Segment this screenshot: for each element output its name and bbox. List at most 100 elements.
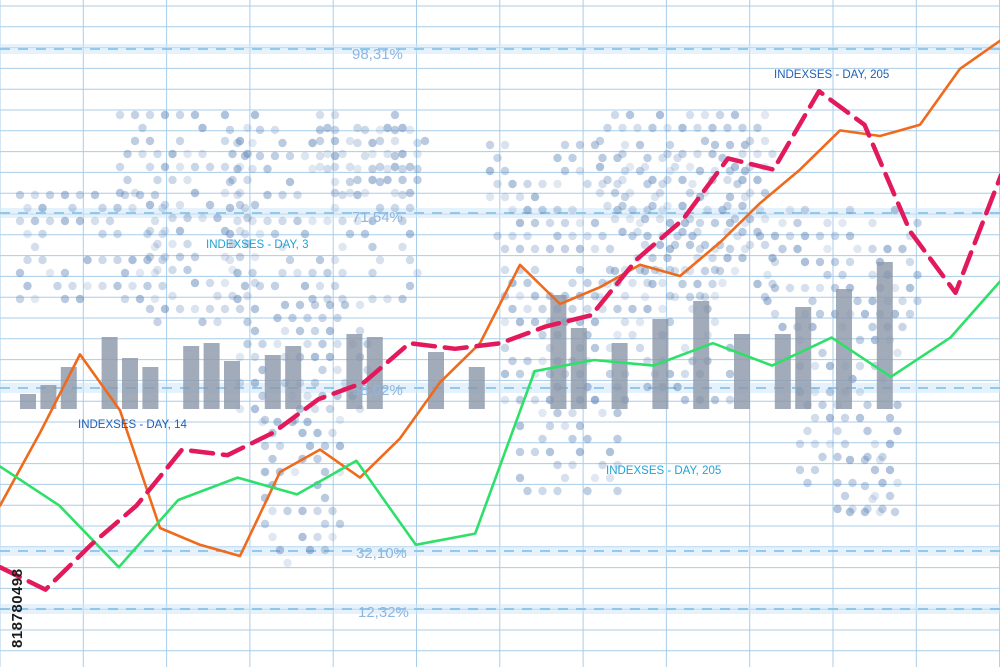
map-dot: [590, 291, 600, 301]
map-dot: [605, 473, 615, 483]
map-dot: [500, 192, 510, 202]
map-dot: [848, 504, 857, 514]
map-dot: [333, 365, 342, 375]
map-dot: [318, 313, 327, 323]
map-dot: [250, 278, 260, 288]
map-dot: [870, 465, 880, 475]
map-dot: [855, 335, 865, 345]
map-dot: [538, 330, 547, 340]
map-dot: [680, 369, 690, 379]
map-dot: [583, 434, 592, 444]
map-dot: [420, 136, 430, 146]
map-dot: [340, 300, 350, 310]
annotation-label: INDEXSES - DAY, 205: [606, 465, 721, 477]
annotation-label: INDEXSES - DAY, 14: [78, 419, 187, 431]
map-dot: [310, 404, 320, 414]
map-dot: [700, 292, 710, 302]
map-dot: [778, 244, 787, 254]
map-dot: [298, 532, 307, 542]
map-dot: [190, 304, 200, 314]
map-dot: [255, 229, 265, 239]
map-dot: [890, 507, 900, 517]
map-dot: [485, 192, 495, 202]
map-dot: [308, 164, 317, 174]
map-dot: [663, 175, 672, 185]
map-dot: [560, 473, 570, 483]
map-dot: [160, 252, 170, 262]
map-dot: [383, 149, 392, 159]
map-dot: [240, 151, 250, 161]
map-dot: [523, 486, 532, 496]
map-dot: [183, 149, 192, 159]
map-dot: [308, 294, 317, 304]
map-dot: [760, 188, 770, 198]
map-dot: [240, 281, 250, 291]
map-dot: [390, 125, 400, 135]
map-dot: [678, 175, 687, 185]
map-dot: [98, 229, 107, 239]
map-dot: [128, 203, 137, 213]
map-dot: [153, 175, 162, 185]
map-dot: [785, 231, 795, 241]
map-dot: [353, 175, 362, 185]
map-dot: [725, 395, 735, 405]
map-dot: [628, 231, 637, 241]
map-dot: [75, 190, 85, 200]
map-dot: [905, 283, 915, 293]
bar: [346, 334, 363, 409]
map-dot: [268, 454, 277, 464]
map-dot: [523, 356, 532, 366]
map-dot: [658, 304, 667, 314]
map-dot: [688, 231, 697, 241]
map-dot: [320, 545, 330, 555]
map-dot: [300, 229, 310, 239]
map-dot: [665, 218, 675, 228]
map-dot: [145, 252, 155, 262]
map-dot: [220, 110, 230, 120]
map-dot: [508, 205, 517, 215]
map-dot: [150, 242, 160, 252]
map-dot: [160, 226, 170, 236]
map-dot: [500, 343, 510, 353]
map-dot: [250, 252, 260, 262]
map-dot: [553, 179, 562, 189]
map-dot: [158, 203, 167, 213]
map-dot: [153, 149, 162, 159]
map-dot: [613, 304, 622, 314]
bar: [183, 346, 200, 409]
map-dot: [508, 304, 517, 314]
map-dot: [205, 162, 215, 172]
map-dot: [795, 465, 805, 475]
map-dot: [693, 123, 702, 133]
map-dot: [853, 296, 862, 306]
map-dot: [398, 190, 407, 200]
map-dot: [515, 317, 525, 327]
map-dot: [270, 125, 280, 135]
map-dot: [115, 110, 125, 120]
map-dot: [685, 292, 695, 302]
map-dot: [688, 179, 697, 189]
map-dot: [175, 252, 185, 262]
map-dot: [250, 326, 260, 336]
map-dot: [815, 231, 825, 241]
map-dot: [375, 136, 385, 146]
map-dot: [308, 138, 317, 148]
map-dot: [330, 281, 340, 291]
map-dot: [243, 317, 252, 327]
map-dot: [770, 231, 780, 241]
map-dot: [268, 532, 277, 542]
map-dot: [628, 278, 637, 288]
map-dot: [30, 294, 40, 304]
map-dot: [753, 149, 762, 159]
map-dot: [710, 395, 720, 405]
map-dot: [23, 255, 32, 265]
map-dot: [898, 296, 907, 306]
map-dot: [740, 192, 750, 202]
map-dot: [368, 175, 377, 185]
map-dot: [833, 426, 842, 436]
map-dot: [860, 455, 870, 465]
map-dot: [198, 123, 207, 133]
map-dot: [575, 244, 585, 254]
map-dot: [398, 123, 407, 133]
